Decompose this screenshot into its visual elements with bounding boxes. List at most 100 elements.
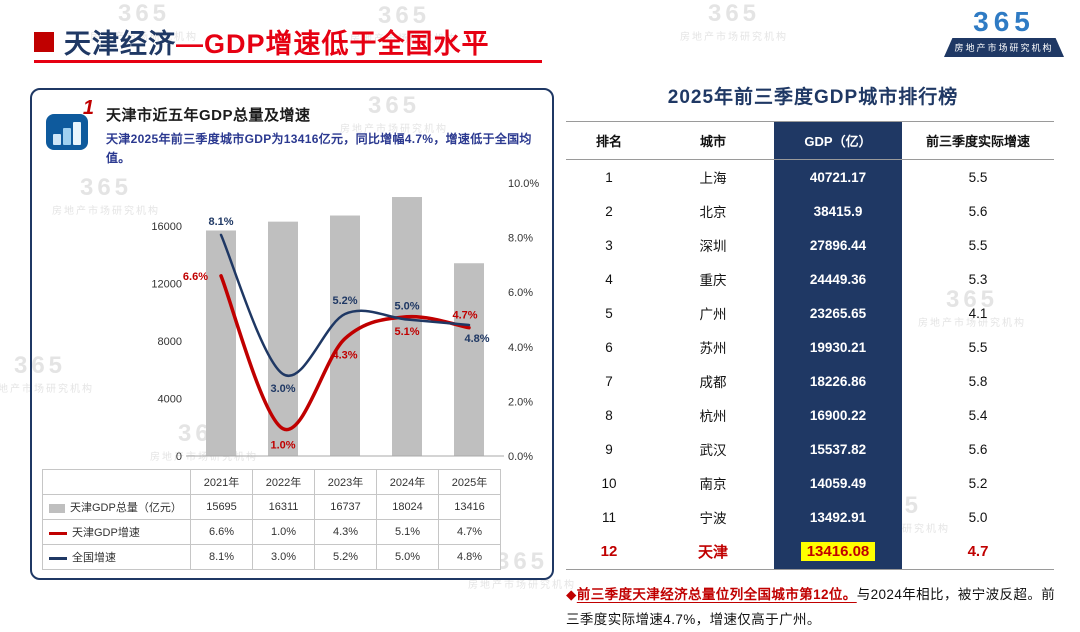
gdp-cell: 16900.22: [774, 398, 902, 432]
line-swatch: [49, 531, 67, 535]
growth-cell: 5.3: [968, 271, 988, 287]
year-header: 2024年: [376, 469, 439, 496]
series-value-cell: 3.0%: [252, 544, 315, 571]
bar-chart-icon: 1: [44, 97, 94, 154]
gdp-cell: 13492.91: [774, 500, 902, 534]
right-axis-tick: 0.0%: [508, 451, 533, 463]
series-value-cell: 5.1%: [376, 519, 439, 546]
left-axis-tick: 4000: [158, 394, 182, 406]
series-value-cell: 4.7%: [438, 519, 501, 546]
gdp-bar: [268, 221, 298, 457]
data-label: 1.0%: [270, 440, 295, 452]
series-legend-cell: 天津GDP增速: [42, 519, 191, 546]
rank-cell: 11: [601, 509, 616, 525]
summary-note: ◆前三季度天津经济总量位列全国城市第12位。与2024年相比，被宁波反超。前三季…: [566, 582, 1060, 632]
growth-cell: 4.7: [967, 543, 989, 560]
ranking-row: 7 成都 18226.86 5.8: [566, 364, 1054, 398]
tianjin-growth-row: 天津GDP增速 6.6% 1.0% 4.3% 5.1% 4.7%: [42, 519, 501, 546]
city-cell: 武汉: [699, 443, 727, 458]
highlighted-gdp-value: 13416.08: [800, 542, 876, 561]
gdp-cell: 23265.65: [774, 296, 902, 330]
left-axis-tick: 12000: [151, 279, 182, 291]
data-label: 6.6%: [183, 271, 208, 283]
data-label: 8.1%: [208, 216, 233, 228]
ranking-column-header: 前三季度实际增速: [902, 121, 1054, 160]
city-cell: 广州: [699, 307, 727, 322]
watermark-logo: 365: [707, 0, 761, 27]
series-value-cell: 15695: [190, 494, 253, 521]
ranking-row: 5 广州 23265.65 4.1: [566, 296, 1054, 330]
title-prefix: 天津经济: [64, 29, 176, 59]
brand-logo-banner: 房地产市场研究机构: [944, 38, 1064, 57]
right-axis-tick: 8.0%: [508, 233, 533, 245]
city-cell: 北京: [699, 205, 727, 220]
gdp-cell: 24449.36: [774, 262, 902, 296]
line-swatch: [49, 556, 67, 560]
growth-cell: 5.0: [968, 509, 988, 525]
series-value-cell: 6.6%: [190, 519, 253, 546]
brand-logo-mark: 365: [973, 6, 1035, 37]
data-label: 5.2%: [332, 295, 357, 307]
series-value-cell: 16737: [314, 494, 377, 521]
city-cell: 天津: [697, 544, 728, 561]
year-header: 2021年: [190, 469, 253, 496]
national-growth-row: 全国增速 8.1% 3.0% 5.2% 5.0% 4.8%: [42, 544, 501, 571]
gdp-combo-chart: 0 4000 8000 12000 16000 0.0% 2.0% 4.0% 6.0% 8.0% 1…: [151, 178, 539, 463]
title-underline: [34, 60, 542, 63]
ranking-row: 3 深圳 27896.44 5.5: [566, 228, 1054, 262]
city-cell: 南京: [699, 477, 727, 492]
ranking-row: 8 杭州 16900.22 5.4: [566, 398, 1054, 432]
ranking-row: 9 武汉 15537.82 5.6: [566, 432, 1054, 466]
rank-cell: 8: [605, 407, 613, 423]
data-label: 3.0%: [270, 383, 295, 395]
slide: 365 房地产市场研究机构 365 房地产市场研究机构 365 房地产市场研究机构 365 房…: [0, 0, 1064, 627]
chart-table-header-row: 2021年 2022年 2023年 2024年 2025年: [42, 469, 501, 496]
title-highlight: —GDP增速低于全国水平: [176, 29, 490, 59]
rank-cell: 6: [605, 339, 613, 355]
ranking-title: 2025年前三季度GDP城市排行榜: [667, 87, 959, 108]
gdp-total-row: 天津GDP总量（亿元） 15695 16311 16737 18024 13416: [42, 494, 501, 521]
ranking-row: 12 天津 13416.08 4.7: [566, 534, 1054, 570]
growth-cell: 5.4: [968, 407, 988, 423]
gdp-trend-card: 1 天津市近五年GDP总量及增速 天津2025年前三季度城市GDP为13416亿…: [30, 88, 554, 580]
ranking-row: 11 宁波 13492.91 5.0: [566, 500, 1054, 534]
chart-data-table: 2021年 2022年 2023年 2024年 2025年 天津GDP总量（亿元） 1569…: [42, 469, 501, 571]
gdp-cell: 19930.21: [774, 330, 902, 364]
bar-swatch: [49, 503, 65, 513]
series-value-cell: 8.1%: [190, 544, 253, 571]
card-texts: 天津市近五年GDP总量及增速 天津2025年前三季度城市GDP为13416亿元，…: [106, 102, 538, 167]
ranking-header-row: 排名 城市 GDP（亿） 前三季度实际增速: [566, 121, 1054, 160]
growth-cell: 5.5: [968, 169, 988, 185]
tianjin-growth-line: [219, 274, 471, 432]
card-number-badge: 1: [82, 97, 94, 119]
ranking-row: 4 重庆 24449.36 5.3: [566, 262, 1054, 296]
data-label: 5.1%: [394, 326, 419, 338]
city-cell: 宁波: [699, 511, 727, 526]
growth-cell: 5.5: [968, 237, 988, 253]
legend-column-header: [42, 469, 191, 496]
series-value-cell: 13416: [438, 494, 501, 521]
page-header: 天津经济—GDP增速低于全国水平: [34, 22, 490, 61]
national-growth-line: [219, 233, 471, 378]
card-title: 天津市近五年GDP总量及增速: [106, 107, 311, 124]
city-cell: 深圳: [699, 239, 727, 254]
right-axis-tick: 2.0%: [508, 397, 533, 409]
gdp-bar: [392, 197, 422, 457]
title-bullet: [34, 31, 54, 52]
growth-cell: 5.6: [968, 203, 988, 219]
data-label: 4.7%: [452, 310, 477, 322]
city-cell: 苏州: [699, 341, 727, 356]
data-label: 4.8%: [464, 333, 489, 345]
left-axis-tick: 8000: [158, 336, 182, 348]
growth-cell: 5.6: [968, 441, 988, 457]
rank-cell: 3: [605, 237, 613, 253]
ranking-column-header: 排名: [566, 121, 652, 160]
city-cell: 成都: [699, 375, 727, 390]
ranking-column-header: 城市: [652, 121, 774, 160]
city-cell: 杭州: [699, 409, 727, 424]
city-cell: 重庆: [699, 273, 727, 288]
gdp-cell: 15537.82: [774, 432, 902, 466]
growth-cell: 4.1: [968, 305, 988, 321]
year-header: 2022年: [252, 469, 315, 496]
bar-chart-icon-graphic: [46, 114, 88, 150]
